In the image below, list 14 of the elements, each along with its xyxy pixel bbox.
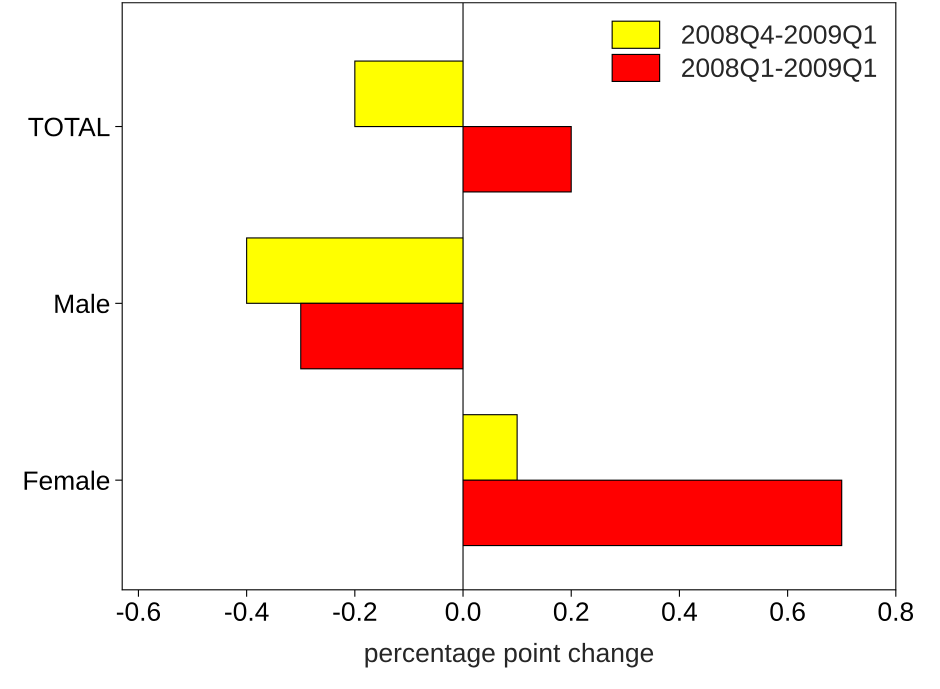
- x-tick-label: 0.2: [554, 602, 588, 621]
- legend-label: 2008Q1-2009Q1: [682, 58, 876, 82]
- x-tick-label: 0.4: [662, 602, 697, 621]
- x-tick-label: 0.8: [878, 602, 914, 621]
- x-tick-label: -0.2: [333, 602, 376, 621]
- x-axis-title: percentage point change: [365, 642, 654, 668]
- x-tick-label: -0.6: [116, 602, 160, 621]
- y-tick-label: Female: [24, 470, 110, 490]
- y-tick-label: TOTAL: [28, 118, 110, 136]
- x-tick-label: 0.6: [770, 602, 805, 621]
- x-tick-label: -0.4: [225, 602, 269, 621]
- x-tick-label: 0.0: [446, 602, 480, 621]
- y-tick-label: Male: [55, 294, 110, 314]
- legend-label: 2008Q4-2009Q1: [682, 25, 876, 49]
